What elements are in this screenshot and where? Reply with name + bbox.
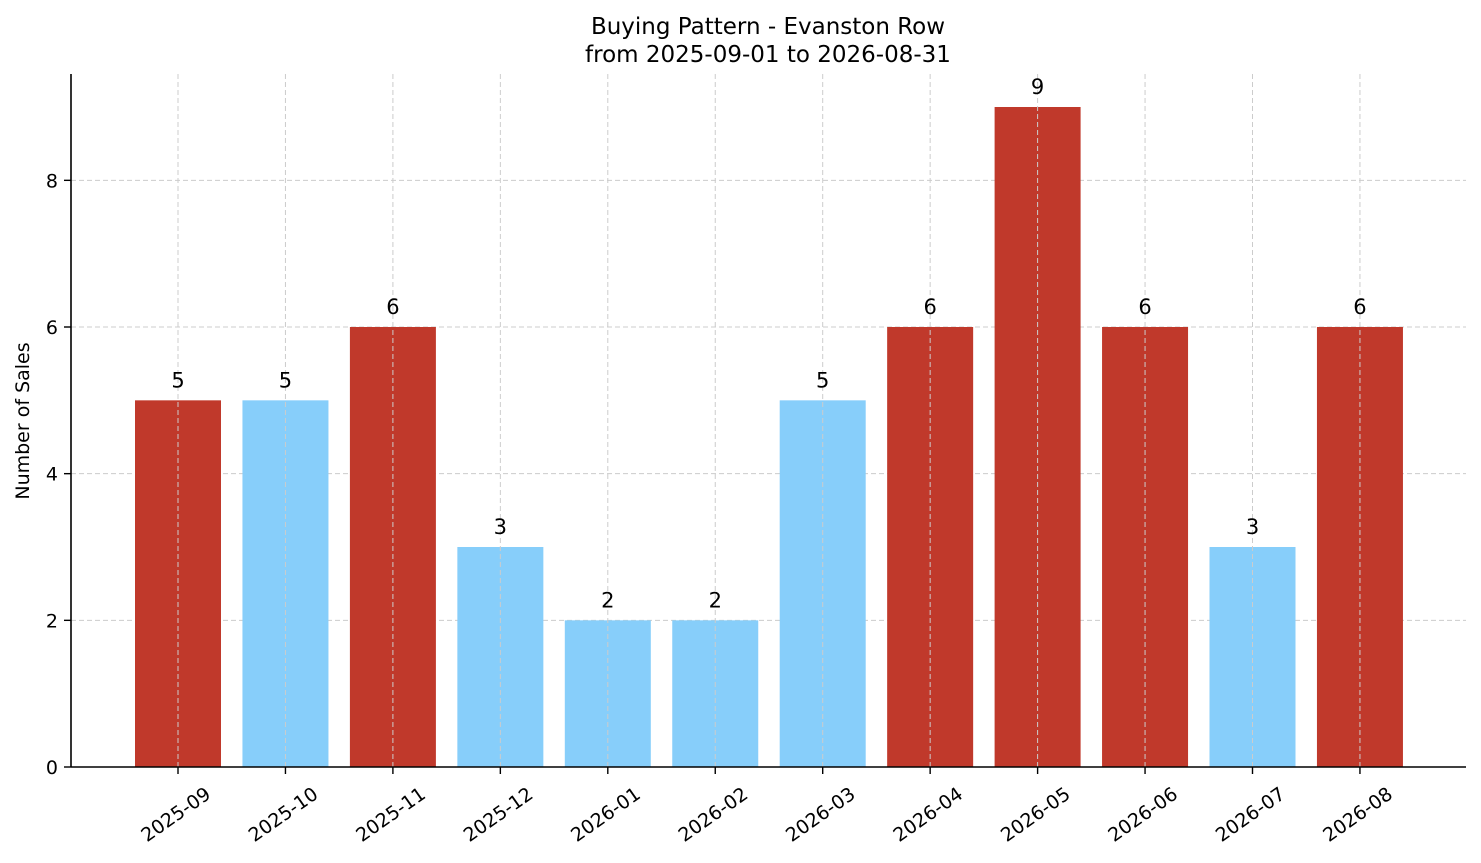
x-tick-label: 2026-02 [674,783,752,847]
bar [779,400,866,767]
x-tick-label: 2026-08 [1319,783,1397,847]
bar-value-label: 5 [816,368,829,392]
x-tick-label: 2026-07 [1212,783,1290,847]
bar-value-label: 5 [171,368,184,392]
y-tick-label: 6 [46,317,58,339]
bar-value-labels: 5 5 6 3 2 2 5 6 9 6 3 6 [171,75,1366,612]
bar [242,400,329,767]
x-tick-label: 2026-04 [889,783,967,847]
y-axis-ticks: 0 2 4 6 8 [46,170,71,779]
bar-value-label: 3 [1246,515,1259,539]
bar-value-label: 6 [1138,295,1151,319]
x-tick-label: 2026-06 [1104,783,1182,847]
bar-value-label: 5 [279,368,292,392]
y-tick-label: 0 [46,757,58,779]
bar-value-label: 3 [494,515,507,539]
x-tick-label: 2026-05 [997,783,1075,847]
bar-value-label: 2 [709,588,722,612]
x-tick-label: 2025-12 [460,783,538,847]
y-tick-label: 8 [46,170,58,192]
chart-title: Buying Pattern - Evanston Row [591,14,945,40]
x-tick-label: 2026-03 [782,783,860,847]
x-tick-label: 2025-11 [352,783,430,847]
x-axis-ticks: 2025-09 2025-10 2025-11 2025-12 2026-01 2026-… [137,767,1397,847]
bar-value-label: 6 [923,295,936,319]
x-tick-label: 2025-09 [137,783,215,847]
bar-value-label: 2 [601,588,614,612]
chart-subtitle: from 2025-09-01 to 2026-08-31 [585,42,951,68]
y-tick-label: 4 [46,464,58,486]
x-tick-label: 2026-01 [567,783,645,847]
bar-value-label: 6 [386,295,399,319]
y-axis-title: Number of Sales [12,342,34,499]
x-tick-label: 2025-10 [245,783,323,847]
bar [135,400,221,767]
bars [135,107,1403,767]
bar-value-label: 9 [1031,75,1044,99]
vertical-grid-lines [177,74,1361,767]
bar-value-label: 6 [1353,295,1366,319]
y-tick-label: 2 [46,610,58,632]
